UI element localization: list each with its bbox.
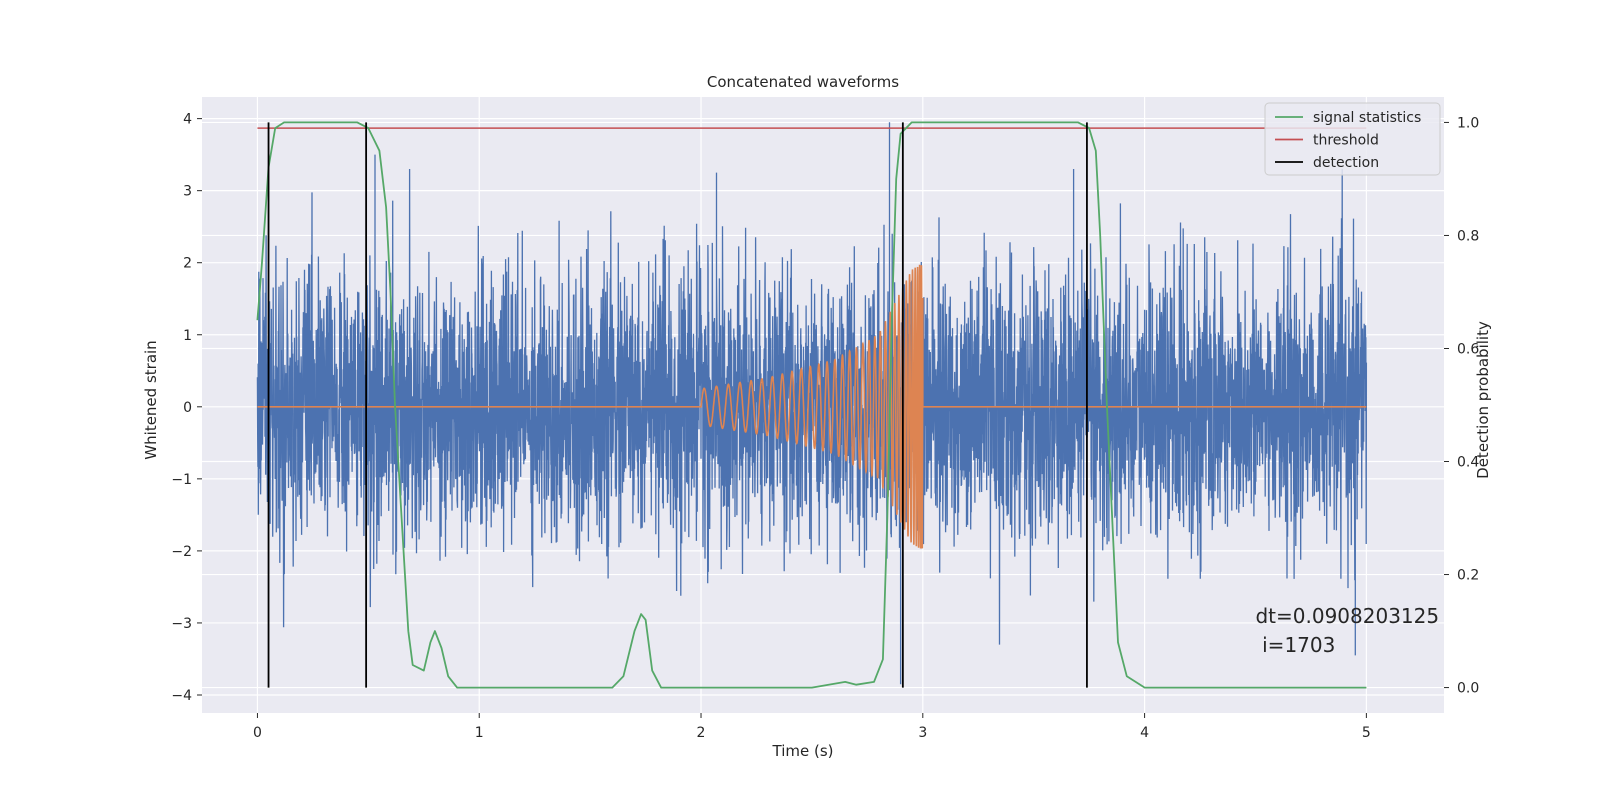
y2-tick-label: 0.2 [1457, 568, 1479, 584]
y2-tick-label: 0.8 [1457, 228, 1479, 244]
y-tick-label: 3 [183, 184, 192, 200]
y-tick-label: 2 [183, 256, 192, 272]
signal-statistics-line [256, 121, 1367, 689]
chart-title: Concatenated waveforms [707, 73, 899, 91]
y-tick-label: −3 [171, 616, 192, 632]
y-tick-label: 4 [183, 112, 192, 128]
y-tick-label: 0 [183, 400, 192, 416]
y-tick-label: −1 [171, 472, 192, 488]
x-axis-label: Time (s) [772, 742, 834, 760]
y2-tick-label: 0.4 [1457, 455, 1479, 471]
y-tick-label: −4 [171, 688, 192, 704]
legend-box [1264, 102, 1441, 176]
chirp-waveform-line [257, 264, 1367, 549]
y2-tick-label: 0.6 [1457, 341, 1479, 357]
y-tick-label: 1 [183, 328, 192, 344]
annotation-text: i=1703 [1262, 633, 1335, 657]
annotation-text: dt=0.0908203125 [1255, 604, 1439, 628]
legend-label: detection [1313, 155, 1379, 171]
y2-tick-label: 1.0 [1457, 115, 1479, 131]
y-tick-label: −2 [171, 544, 192, 560]
legend-label: threshold [1313, 133, 1379, 149]
legend: signal statistics threshold detection [1264, 102, 1441, 176]
x-tick-label: 2 [697, 725, 706, 741]
x-tick-label: 5 [1362, 725, 1371, 741]
x-tick-label: 4 [1140, 725, 1149, 741]
annotations: dt=0.0908203125 i=1703 [1255, 604, 1439, 657]
x-tick-label: 3 [918, 725, 927, 741]
y2-axis-label: Detection probability [1474, 321, 1492, 479]
y-axis-label: Whitened strain [142, 340, 160, 459]
legend-label: signal statistics [1313, 110, 1421, 126]
whitened-strain-noise-line [256, 122, 1368, 685]
plot-area: 0 1 2 3 4 5 −4 −3 −2 −1 0 1 2 3 4 0.0 0.2 0.4 0.6 0.8 1.0 [171, 97, 1479, 741]
x-tick-label: 0 [253, 725, 262, 741]
x-tick-label: 1 [475, 725, 484, 741]
y2-tick-label: 0.0 [1457, 681, 1479, 697]
